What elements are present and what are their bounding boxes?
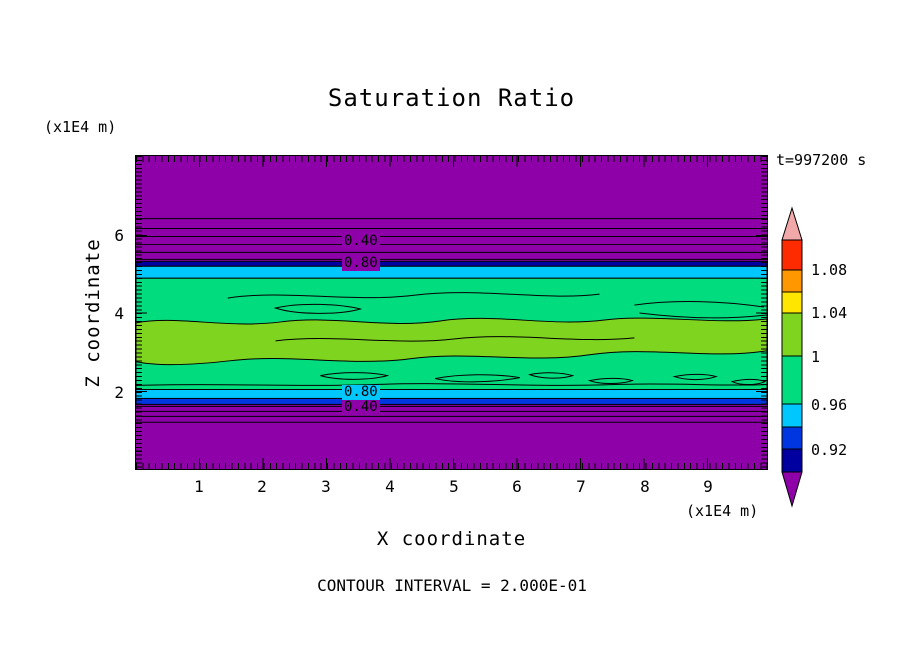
colorbar-segment-navy bbox=[781, 448, 803, 473]
x-tick-label: 9 bbox=[703, 477, 713, 496]
colorbar-label: 1.04 bbox=[811, 304, 848, 322]
y-tick-label: 4 bbox=[114, 304, 124, 323]
contour-label-upper-080: 0.80 bbox=[342, 255, 380, 271]
colorbar-segment-orange bbox=[781, 269, 803, 293]
colorbar bbox=[781, 206, 803, 508]
colorbar-segment-blue bbox=[781, 426, 803, 450]
colorbar-segment-yellow-green bbox=[781, 312, 803, 357]
x-tick-label: 5 bbox=[449, 477, 459, 496]
x-tick-label: 7 bbox=[576, 477, 586, 496]
contour-line bbox=[227, 292, 600, 299]
x-tick-label: 3 bbox=[321, 477, 331, 496]
x-tick-label: 1 bbox=[194, 477, 204, 496]
y-tick-label: 2 bbox=[114, 383, 124, 402]
x-tick-label: 2 bbox=[257, 477, 267, 496]
colorbar-segment-yellow bbox=[781, 291, 803, 314]
x-tick-label: 6 bbox=[512, 477, 522, 496]
lower-cyan-stripe bbox=[136, 389, 767, 399]
contour-label-lower-040: 0.40 bbox=[342, 399, 380, 415]
contour-label-upper-040: 0.40 bbox=[342, 233, 380, 249]
contour-label-lower-080: 0.80 bbox=[342, 384, 380, 400]
colorbar-label: 0.92 bbox=[811, 441, 848, 459]
chart-title: Saturation Ratio bbox=[327, 84, 576, 112]
upper-cyan-stripe bbox=[136, 265, 767, 279]
colorbar-segment-red bbox=[781, 239, 803, 271]
x-tick-label: 8 bbox=[640, 477, 650, 496]
upper-navy-stripe bbox=[136, 260, 767, 267]
z-axis-unit-label: (x1E4 m) bbox=[44, 118, 117, 136]
lower-line-contours bbox=[136, 405, 767, 423]
contour-line bbox=[634, 300, 767, 319]
lower-blue-stripe bbox=[136, 397, 767, 405]
contour-line bbox=[275, 336, 635, 342]
contour-field bbox=[136, 156, 767, 469]
supersaturated-patch bbox=[136, 317, 767, 366]
x-axis-unit-label: (x1E4 m) bbox=[686, 502, 759, 520]
time-label: t=997200 s bbox=[776, 151, 867, 169]
z-axis-title: Z coordinate bbox=[82, 238, 104, 388]
y-tick-label: 6 bbox=[114, 226, 124, 245]
colorbar-segment-cyan bbox=[781, 403, 803, 428]
plot-area: 0.40 0.80 0.80 0.40 bbox=[135, 155, 768, 470]
colorbar-label: 1.08 bbox=[811, 261, 848, 279]
contour-interval-note: CONTOUR INTERVAL = 2.000E-01 bbox=[317, 576, 587, 595]
colorbar-segment-spring-green bbox=[781, 355, 803, 405]
upper-line-contours bbox=[136, 218, 767, 260]
colorbar-arrow-top bbox=[781, 206, 803, 241]
colorbar-arrow-bottom bbox=[781, 471, 803, 508]
x-axis-title: X coordinate bbox=[376, 528, 527, 550]
contour-loop bbox=[273, 303, 363, 314]
colorbar-label: 1 bbox=[811, 348, 821, 366]
contour-line bbox=[136, 383, 767, 387]
colorbar-label: 0.96 bbox=[811, 396, 848, 414]
x-tick-label: 4 bbox=[385, 477, 395, 496]
small-contour-loops bbox=[320, 372, 767, 386]
